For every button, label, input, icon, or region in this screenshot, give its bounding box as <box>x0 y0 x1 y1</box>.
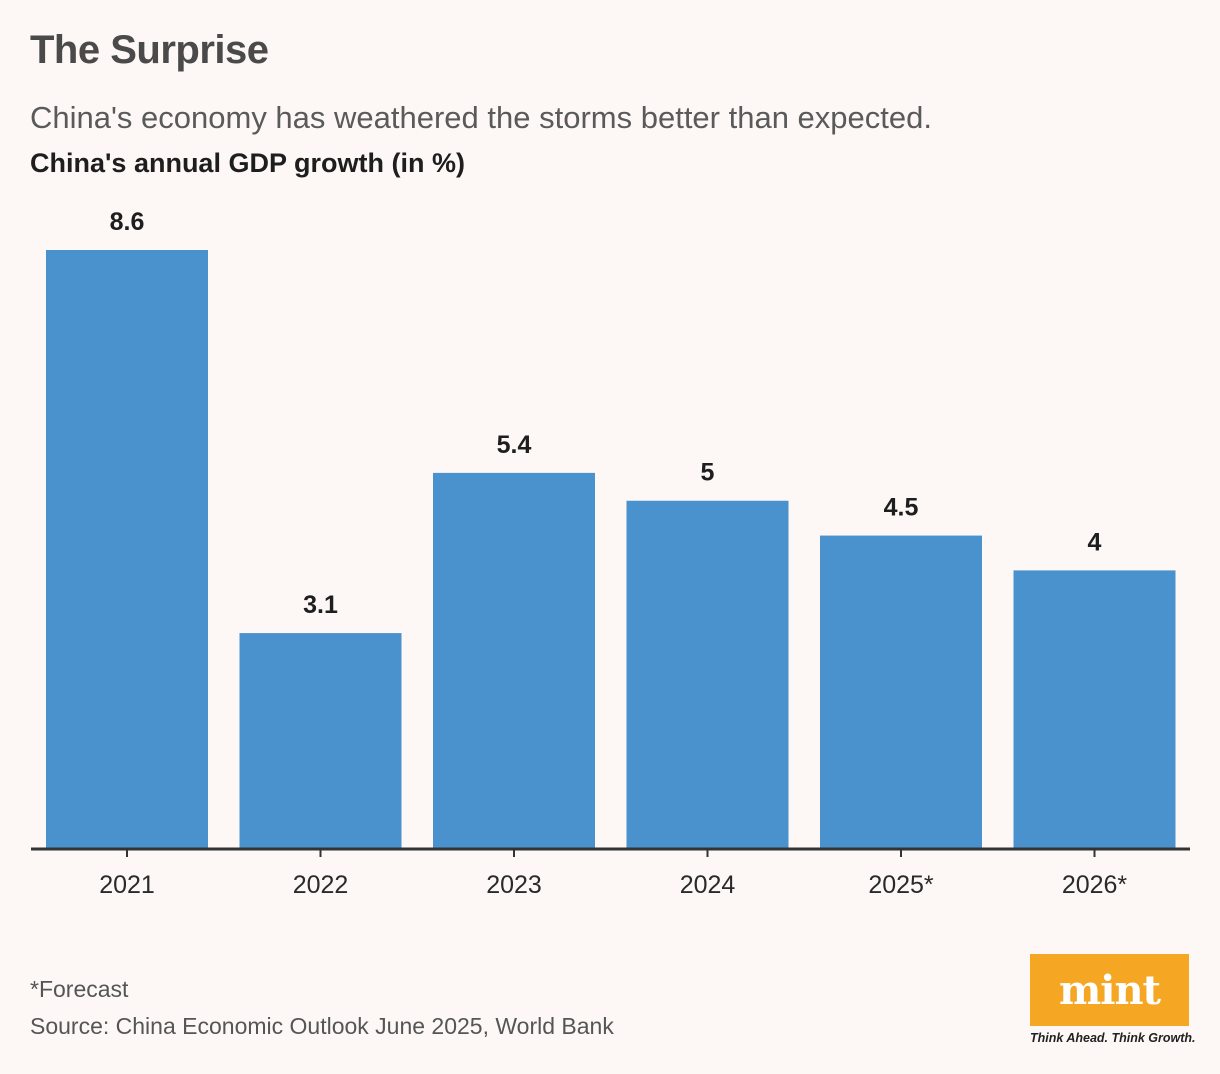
bar-2024 <box>626 500 789 849</box>
bar-2025 <box>820 535 982 849</box>
x-tick-label: 2026* <box>1062 871 1128 899</box>
x-tick-label: 2022 <box>293 871 349 899</box>
bar-2023 <box>433 472 595 849</box>
bar-value-label: 5.4 <box>497 431 532 459</box>
bar-chart: 8.6 2021 3.1 2022 5.4 2023 5 2024 4.5 2025* 4 2026* <box>31 208 1190 899</box>
x-tick-label: 2025* <box>868 871 934 899</box>
x-tick-label: 2021 <box>99 871 155 899</box>
bar-value-label: 4 <box>1088 528 1102 556</box>
bar-2021 <box>46 250 208 849</box>
source-note: Source: China Economic Outlook June 2025… <box>30 1013 614 1039</box>
footnote: *Forecast <box>30 976 129 1002</box>
bar-2026 <box>1013 570 1176 849</box>
bar-2022 <box>239 633 402 849</box>
bar-value-label: 4.5 <box>884 494 919 522</box>
chart-subtitle: China's economy has weathered the storms… <box>30 100 932 135</box>
logo-text: mint <box>1058 966 1161 1014</box>
bar-value-label: 5 <box>701 459 715 487</box>
bar-value-label: 3.1 <box>303 591 338 619</box>
logo-tagline: Think Ahead. Think Growth. <box>1030 1031 1196 1045</box>
x-tick-label: 2023 <box>486 871 542 899</box>
x-tick-label: 2024 <box>680 871 736 899</box>
mint-logo: mint <box>1030 954 1189 1026</box>
chart-label: China's annual GDP growth (in %) <box>30 148 465 178</box>
chart-title: The Surprise <box>30 28 269 72</box>
bar-value-label: 8.6 <box>110 208 145 236</box>
